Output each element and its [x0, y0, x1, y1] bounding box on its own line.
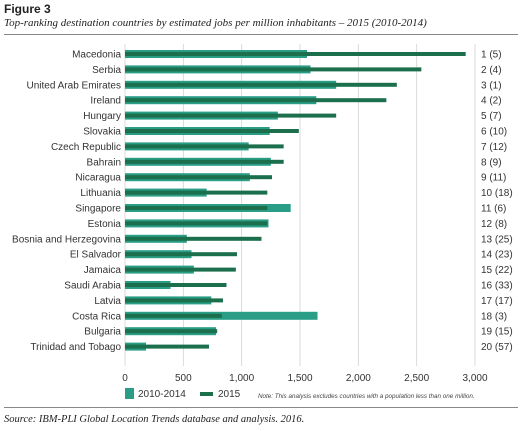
- bars: [125, 50, 466, 351]
- x-tick-label: 0: [122, 373, 128, 384]
- category-label: Macedonia: [72, 50, 121, 61]
- bar-2015: [125, 175, 272, 180]
- bottom-divider: [4, 407, 518, 408]
- category-label: Singapore: [75, 204, 121, 215]
- bar-2015: [125, 267, 236, 272]
- rank-label: 13 (25): [481, 234, 513, 245]
- rank-label: 8 (9): [481, 157, 502, 168]
- figure-title: Top-ranking destination countries by est…: [4, 17, 427, 29]
- rank-label: 1 (5): [481, 50, 502, 61]
- rank-label: 9 (11): [481, 173, 506, 184]
- rank-label: 12 (8): [481, 219, 507, 230]
- category-label: Latvia: [94, 296, 121, 307]
- category-label: El Salvador: [70, 250, 122, 261]
- category-label: Trinidad and Tobago: [30, 342, 121, 353]
- rank-label: 4 (2): [481, 96, 502, 107]
- category-label: Costa Rica: [72, 311, 121, 322]
- bar-2015: [125, 313, 222, 318]
- bar-2015: [125, 329, 218, 334]
- rank-label: 19 (15): [481, 327, 513, 338]
- category-label: Estonia: [88, 219, 122, 230]
- category-label: Nicaragua: [75, 173, 121, 184]
- category-label: Bulgaria: [84, 327, 121, 338]
- legend-label-2015: 2015: [218, 389, 241, 400]
- category-label: Czech Republic: [51, 142, 121, 153]
- rank-label: 2 (4): [481, 65, 502, 76]
- rank-label: 7 (12): [481, 142, 507, 153]
- rank-label: 16 (33): [481, 281, 513, 292]
- legend-label-2010-2014: 2010-2014: [138, 389, 186, 400]
- category-label: United Arab Emirates: [27, 80, 122, 91]
- bar-2015: [125, 236, 262, 241]
- rank-label: 14 (23): [481, 250, 513, 261]
- bar-2015: [125, 283, 227, 287]
- bar-2015: [125, 82, 397, 87]
- source-note: Source: IBM-PLI Global Location Trends d…: [4, 414, 305, 425]
- x-tick-label: 2,500: [404, 373, 429, 384]
- x-tick-label: 500: [175, 373, 192, 384]
- figure-label: Figure 3: [4, 2, 51, 16]
- bar-2015: [125, 344, 209, 349]
- category-label: Bosnia and Herzegovina: [12, 234, 121, 245]
- bar-2015: [125, 113, 337, 118]
- bar-2015: [125, 298, 223, 303]
- x-tick-label: 1,500: [287, 373, 312, 384]
- rank-labels: 1 (5) 2 (4) 3 (1) 4 (2) 5 (7) 6 (10) 7 (12) 8 (…: [481, 50, 513, 354]
- bar-2015: [125, 144, 284, 149]
- chart-note: Note: This analysis excludes countries w…: [258, 393, 475, 400]
- legend-swatch-2015: [200, 392, 213, 396]
- x-tick-label: 2,000: [346, 373, 371, 384]
- rank-label: 11 (6): [481, 204, 506, 215]
- category-label: Jamaica: [84, 265, 122, 276]
- category-label: Slovakia: [83, 127, 121, 138]
- bar-2015: [125, 52, 466, 56]
- top-divider: [4, 34, 518, 35]
- category-label: Saudi Arabia: [64, 281, 121, 292]
- bar-2015: [125, 159, 284, 164]
- x-tick-label: 1,000: [229, 373, 254, 384]
- legend-swatch-2010-2014: [125, 388, 134, 399]
- x-tick-label: 3,000: [462, 373, 487, 384]
- category-label: Hungary: [83, 111, 121, 122]
- category-label: Lithuania: [80, 188, 121, 199]
- rank-label: 15 (22): [481, 265, 513, 276]
- rank-label: 10 (18): [481, 188, 513, 199]
- category-label: Serbia: [92, 65, 121, 76]
- bar-2015: [125, 98, 387, 103]
- rank-label: 3 (1): [481, 80, 502, 91]
- category-labels: Macedonia Serbia United Arab Emirates Irela…: [12, 50, 122, 354]
- rank-label: 20 (57): [481, 342, 513, 353]
- bar-2015: [125, 252, 237, 257]
- rank-label: 6 (10): [481, 127, 507, 138]
- bar-2015: [125, 206, 268, 210]
- legend: 2010-2014 2015: [125, 388, 241, 400]
- rank-label: 18 (3): [481, 311, 507, 322]
- rank-label: 17 (17): [481, 296, 513, 307]
- bar-2015: [125, 190, 268, 195]
- bar-2015: [125, 67, 422, 72]
- x-tick-labels: 0 500 1,000 1,500 2,000 2,500 3,000: [122, 373, 488, 384]
- bar-2015: [125, 221, 268, 226]
- bar-2015: [125, 129, 299, 133]
- category-label: Ireland: [90, 96, 121, 107]
- category-label: Bahrain: [87, 157, 121, 168]
- rank-label: 5 (7): [481, 111, 502, 122]
